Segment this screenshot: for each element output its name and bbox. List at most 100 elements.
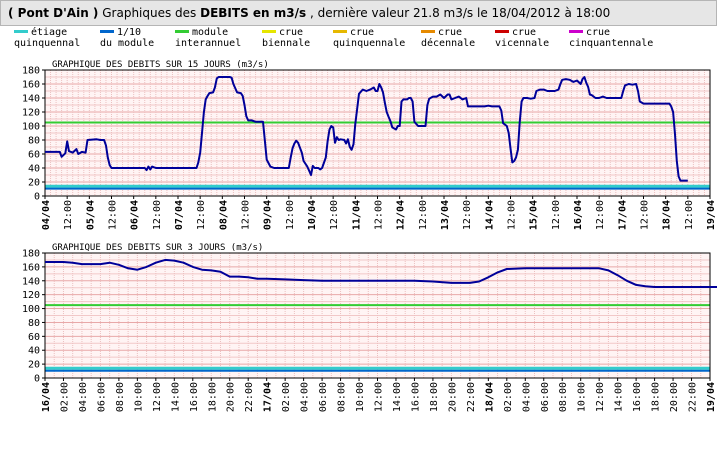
x-tick-label: 12:00 — [374, 200, 385, 230]
y-tick-label: 20 — [28, 360, 40, 371]
y-tick-label: 180 — [22, 66, 40, 77]
x-tick-label: 12:00 — [684, 200, 695, 230]
x-tick-label: 16/04 — [41, 382, 52, 412]
x-tick-label: 08:00 — [337, 382, 348, 412]
x-tick-label: 12:00 — [595, 382, 606, 412]
header-bar: ( Pont D'Ain ) Graphiques des DEBITS en … — [0, 0, 717, 26]
y-tick-label: 100 — [22, 122, 40, 133]
x-tick-label: 20:00 — [669, 382, 680, 412]
y-tick-label: 100 — [22, 304, 40, 315]
x-tick-label: 06:00 — [540, 382, 551, 412]
legend-label-line2: décennale — [421, 38, 476, 49]
x-tick-label: 22:00 — [244, 382, 255, 412]
legend-label-line2: quinquennale — [333, 38, 406, 49]
x-tick-label: 12:00 — [551, 200, 562, 230]
y-tick-label: 180 — [22, 249, 40, 260]
y-tick-label: 60 — [28, 150, 40, 161]
x-tick-label: 12:00 — [640, 200, 651, 230]
legend-label-line2: interannuel — [175, 38, 242, 49]
x-tick-label: 04:00 — [78, 382, 89, 412]
y-tick-label: 20 — [28, 178, 40, 189]
x-tick-label: 06:00 — [96, 382, 107, 412]
x-tick-label: 02:00 — [59, 382, 70, 412]
y-tick-label: 140 — [22, 276, 40, 287]
legend-swatch — [495, 30, 509, 33]
legend-label-line1: crue — [438, 27, 463, 38]
y-tick-label: 80 — [28, 318, 40, 329]
x-tick-label: 10:00 — [355, 382, 366, 412]
y-tick-label: 120 — [22, 108, 40, 119]
x-tick-label: 12/04 — [396, 200, 407, 230]
x-tick-label: 13/04 — [440, 200, 451, 230]
legend-label-line1: 1/10 — [117, 27, 142, 38]
x-tick-label: 14:00 — [392, 382, 403, 412]
x-tick-label: 10/04 — [307, 200, 318, 230]
x-tick-label: 09/04 — [263, 200, 274, 230]
x-tick-label: 22:00 — [688, 382, 699, 412]
series-line — [45, 258, 717, 288]
x-tick-label: 18:00 — [651, 382, 662, 412]
x-tick-label: 12:00 — [462, 200, 473, 230]
x-tick-label: 16:00 — [410, 382, 421, 412]
x-tick-label: 22:00 — [466, 382, 477, 412]
x-tick-label: 08/04 — [218, 200, 229, 230]
x-tick-label: 12:00 — [507, 200, 518, 230]
x-tick-label: 08:00 — [558, 382, 569, 412]
x-tick-label: 12:00 — [595, 200, 606, 230]
legend-label-line1: crue — [350, 27, 375, 38]
y-tick-label: 40 — [28, 164, 40, 175]
series-line — [45, 76, 688, 182]
legend-swatch — [569, 30, 583, 33]
x-tick-label: 08:00 — [115, 382, 126, 412]
legend-label-line1: crue — [279, 27, 304, 38]
x-tick-label: 12:00 — [329, 200, 340, 230]
x-tick-label: 07/04 — [174, 200, 185, 230]
x-tick-label: 12:00 — [196, 200, 207, 230]
legend-label-line1: crue — [586, 27, 611, 38]
x-tick-label: 14:00 — [614, 382, 625, 412]
legend-swatch — [100, 30, 114, 33]
legend-label-line2: vicennale — [495, 38, 550, 49]
chart-1: GRAPHIQUE DES DEBITS SUR 15 JOURS (m3/s)… — [22, 60, 717, 230]
x-tick-label: 12:00 — [241, 200, 252, 230]
x-tick-label: 12:00 — [108, 200, 119, 230]
x-tick-label: 14/04 — [484, 200, 495, 230]
y-tick-label: 140 — [22, 94, 40, 105]
x-tick-label: 10:00 — [577, 382, 588, 412]
x-tick-label: 04/04 — [41, 200, 52, 230]
header-text-before: Graphiques des — [102, 6, 201, 20]
y-tick-label: 160 — [22, 262, 40, 273]
x-tick-label: 18/04 — [662, 200, 673, 230]
x-tick-label: 16/04 — [573, 200, 584, 230]
x-tick-label: 12:00 — [152, 200, 163, 230]
legend-swatch — [262, 30, 276, 33]
legend-label-line2: biennale — [262, 38, 311, 49]
chart-2: GRAPHIQUE DES DEBITS SUR 3 JOURS (m3/s) 0… — [22, 243, 717, 412]
x-tick-label: 12:00 — [374, 382, 385, 412]
x-tick-label: 02:00 — [503, 382, 514, 412]
y-tick-label: 0 — [34, 374, 40, 385]
x-tick-label: 02:00 — [281, 382, 292, 412]
x-tick-label: 11/04 — [351, 200, 362, 230]
x-tick-label: 04:00 — [300, 382, 311, 412]
chart-title: GRAPHIQUE DES DEBITS SUR 15 JOURS (m3/s) — [52, 60, 269, 70]
legend-label-line2: du module — [100, 38, 155, 49]
header-text-after: , dernière valeur 21.8 m3/s le 18/04/201… — [306, 6, 611, 20]
legend-label-line1: étiage — [31, 27, 68, 38]
x-tick-label: 12:00 — [152, 382, 163, 412]
legend-label-line2: cinquantennale — [569, 38, 654, 49]
x-tick-label: 10:00 — [133, 382, 144, 412]
y-tick-label: 80 — [28, 136, 40, 147]
x-tick-label: 16:00 — [189, 382, 200, 412]
x-tick-label: 06/04 — [130, 200, 141, 230]
header-title: ( Pont D'Ain ) Graphiques des DEBITS en … — [8, 6, 610, 20]
x-tick-label: 20:00 — [226, 382, 237, 412]
legend-swatch — [175, 30, 189, 33]
y-tick-label: 160 — [22, 80, 40, 91]
x-tick-label: 18:00 — [207, 382, 218, 412]
x-tick-label: 20:00 — [447, 382, 458, 412]
legend-swatch — [14, 30, 28, 33]
x-tick-label: 17/04 — [263, 382, 274, 412]
x-tick-label: 06:00 — [318, 382, 329, 412]
